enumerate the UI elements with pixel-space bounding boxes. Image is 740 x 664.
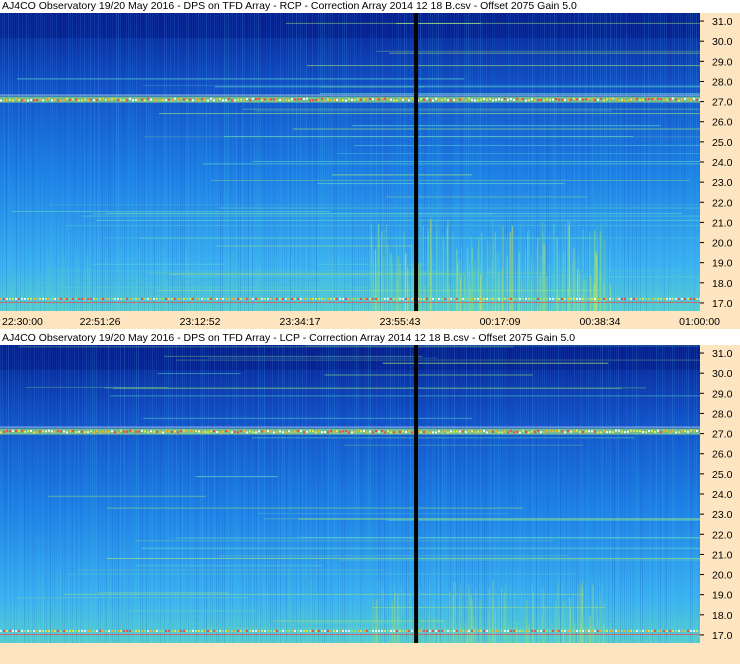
bright-band bbox=[0, 94, 700, 303]
y-tick-label: 24.0 bbox=[712, 157, 733, 169]
y-tick-label: 31.0 bbox=[712, 16, 733, 28]
rcp-y-axis-svg: 31.0 30.0 29.0 28.0 27.0 26.0 25.0 24.0 23.0 22.0… bbox=[700, 16, 733, 310]
y-tick-label: 27.0 bbox=[712, 429, 733, 441]
lcp-y-axis-svg: 31.0 30.0 29.0 28.0 27.0 26.0 25.0 24.0 23.0 22.0… bbox=[700, 348, 733, 642]
y-tick-label: 17.0 bbox=[712, 630, 733, 642]
lcp-title: AJ4CO Observatory 19/20 May 2016 - DPS o… bbox=[0, 332, 740, 345]
x-tick-label: 23:34:17 bbox=[280, 316, 321, 328]
y-tick-label: 18.0 bbox=[712, 610, 733, 622]
y-tick-label: 29.0 bbox=[712, 388, 733, 400]
y-tick-label: 23.0 bbox=[712, 177, 733, 189]
lcp-x-axis bbox=[0, 643, 740, 664]
time-marker-line bbox=[414, 13, 419, 311]
y-tick-label: 20.0 bbox=[712, 570, 733, 582]
x-tick-label: 22:30:00 bbox=[2, 316, 43, 328]
y-tick-label: 27.0 bbox=[712, 97, 733, 109]
x-tick-label: 00:17:09 bbox=[480, 316, 521, 328]
rcp-spectrogram-svg bbox=[0, 13, 700, 311]
x-tick-label: 23:12:52 bbox=[180, 316, 221, 328]
rcp-x-axis-svg: 22:30:00 22:51:26 23:12:52 23:34:17 23:55:43… bbox=[2, 316, 720, 328]
y-tick-label: 22.0 bbox=[712, 197, 733, 209]
y-tick-label: 25.0 bbox=[712, 469, 733, 481]
burst-emission bbox=[40, 218, 611, 311]
y-tick-label: 21.0 bbox=[712, 549, 733, 561]
x-tick-label: 23:55:43 bbox=[380, 316, 421, 328]
y-tick-label: 24.0 bbox=[712, 489, 733, 501]
interference-lines bbox=[12, 22, 700, 291]
lcp-y-axis: 31.0 30.0 29.0 28.0 27.0 26.0 25.0 24.0 23.0 22.0… bbox=[700, 345, 740, 643]
y-tick-label: 20.0 bbox=[712, 238, 733, 250]
rcp-spectrogram bbox=[0, 13, 700, 311]
spectrogram-background bbox=[0, 345, 700, 643]
y-tick-label: 26.0 bbox=[712, 449, 733, 461]
lcp-panel: AJ4CO Observatory 19/20 May 2016 - DPS o… bbox=[0, 332, 740, 664]
spectrogram-texture bbox=[0, 345, 699, 643]
spectrogram-top-band bbox=[0, 13, 700, 38]
lcp-spectrogram-svg bbox=[0, 345, 700, 643]
lcp-spectrogram bbox=[0, 345, 700, 643]
rcp-panel: AJ4CO Observatory 19/20 May 2016 - DPS o… bbox=[0, 0, 740, 331]
y-tick-label: 18.0 bbox=[712, 278, 733, 290]
x-tick-label: 01:00:00 bbox=[679, 316, 720, 328]
bright-band bbox=[0, 426, 700, 635]
y-tick-label: 19.0 bbox=[712, 258, 733, 270]
x-tick-label: 22:51:26 bbox=[80, 316, 121, 328]
y-tick-label: 30.0 bbox=[712, 36, 733, 48]
y-tick-label: 21.0 bbox=[712, 217, 733, 229]
y-tick-label: 26.0 bbox=[712, 117, 733, 129]
y-tick-label: 28.0 bbox=[712, 76, 733, 88]
rcp-y-axis: 31.0 30.0 29.0 28.0 27.0 26.0 25.0 24.0 23.0 22.0… bbox=[700, 13, 740, 311]
lcp-x-axis-svg bbox=[0, 643, 740, 664]
y-tick-label: 22.0 bbox=[712, 529, 733, 541]
y-tick-label: 25.0 bbox=[712, 137, 733, 149]
burst-emission bbox=[41, 571, 612, 643]
y-tick-label: 30.0 bbox=[712, 368, 733, 380]
y-tick-label: 28.0 bbox=[712, 408, 733, 420]
y-tick-label: 19.0 bbox=[712, 590, 733, 602]
rcp-title: AJ4CO Observatory 19/20 May 2016 - DPS o… bbox=[0, 0, 740, 13]
x-tick-label: 00:38:34 bbox=[580, 316, 621, 328]
y-tick-label: 29.0 bbox=[712, 56, 733, 68]
y-tick-label: 23.0 bbox=[712, 509, 733, 521]
spectrogram-top-band bbox=[0, 345, 700, 370]
rcp-x-axis: 22:30:00 22:51:26 23:12:52 23:34:17 23:55:43… bbox=[0, 311, 740, 329]
y-tick-label: 17.0 bbox=[712, 298, 733, 310]
time-marker-line bbox=[414, 345, 419, 643]
y-tick-label: 31.0 bbox=[712, 348, 733, 360]
